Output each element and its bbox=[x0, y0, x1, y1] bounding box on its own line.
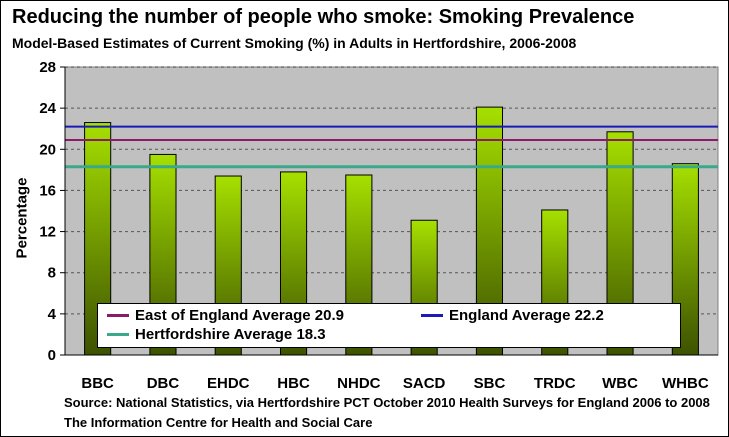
y-tick-label-4: 4 bbox=[48, 306, 57, 323]
legend-swatch-england bbox=[421, 314, 443, 317]
x-tick-label-dbc: DBC bbox=[147, 375, 180, 392]
legend-swatch-east-of-england bbox=[107, 314, 129, 317]
x-tick-label-sacd: SACD bbox=[403, 375, 446, 392]
y-tick-label-8: 8 bbox=[48, 265, 56, 282]
y-tick-label-28: 28 bbox=[39, 59, 56, 76]
legend-item-hertfordshire: Hertfordshire Average 18.3 bbox=[107, 326, 326, 343]
x-tick-label-bbc: BBC bbox=[81, 375, 114, 392]
x-tick-label-sbc: SBC bbox=[474, 375, 506, 392]
x-tick-label-whbc: WHBC bbox=[662, 375, 709, 392]
legend-item-east-of-england: East of England Average 20.9 bbox=[107, 307, 344, 324]
source-note: Source: National Statistics, via Hertfor… bbox=[64, 395, 710, 430]
chart-title: Reducing the number of people who smoke:… bbox=[12, 6, 635, 28]
reference-lines bbox=[65, 125, 718, 169]
y-tick-label-20: 20 bbox=[39, 141, 56, 158]
legend-label-england: England Average 22.2 bbox=[449, 307, 604, 324]
legend-item-england: England Average 22.2 bbox=[421, 307, 604, 324]
legend-label-hertfordshire: Hertfordshire Average 18.3 bbox=[135, 326, 326, 343]
x-tick-label-wbc: WBC bbox=[602, 375, 638, 392]
x-tick-label-nhdc: NHDC bbox=[337, 375, 380, 392]
x-tick-label-trdc: TRDC bbox=[534, 375, 576, 392]
x-tick-label-hbc: HBC bbox=[277, 375, 310, 392]
axes: 0 4 8 12 16 20 24 28 BBC DBC EHDC HBC NHDC SACD SBC TRD… bbox=[39, 59, 718, 392]
legend: East of England Average 20.9 England Ave… bbox=[97, 303, 681, 348]
chart-subtitle: Model-Based Estimates of Current Smoking… bbox=[12, 35, 577, 51]
y-tick-label-16: 16 bbox=[39, 182, 56, 199]
y-tick-label-12: 12 bbox=[39, 224, 56, 241]
legend-swatch-hertfordshire bbox=[107, 333, 129, 336]
x-tick-label-ehdc: EHDC bbox=[207, 375, 250, 392]
legend-label-east-of-england: East of England Average 20.9 bbox=[135, 307, 344, 324]
y-tick-label-0: 0 bbox=[48, 347, 56, 364]
y-axis-label: Percentage bbox=[13, 177, 31, 259]
y-tick-label-24: 24 bbox=[39, 100, 56, 117]
